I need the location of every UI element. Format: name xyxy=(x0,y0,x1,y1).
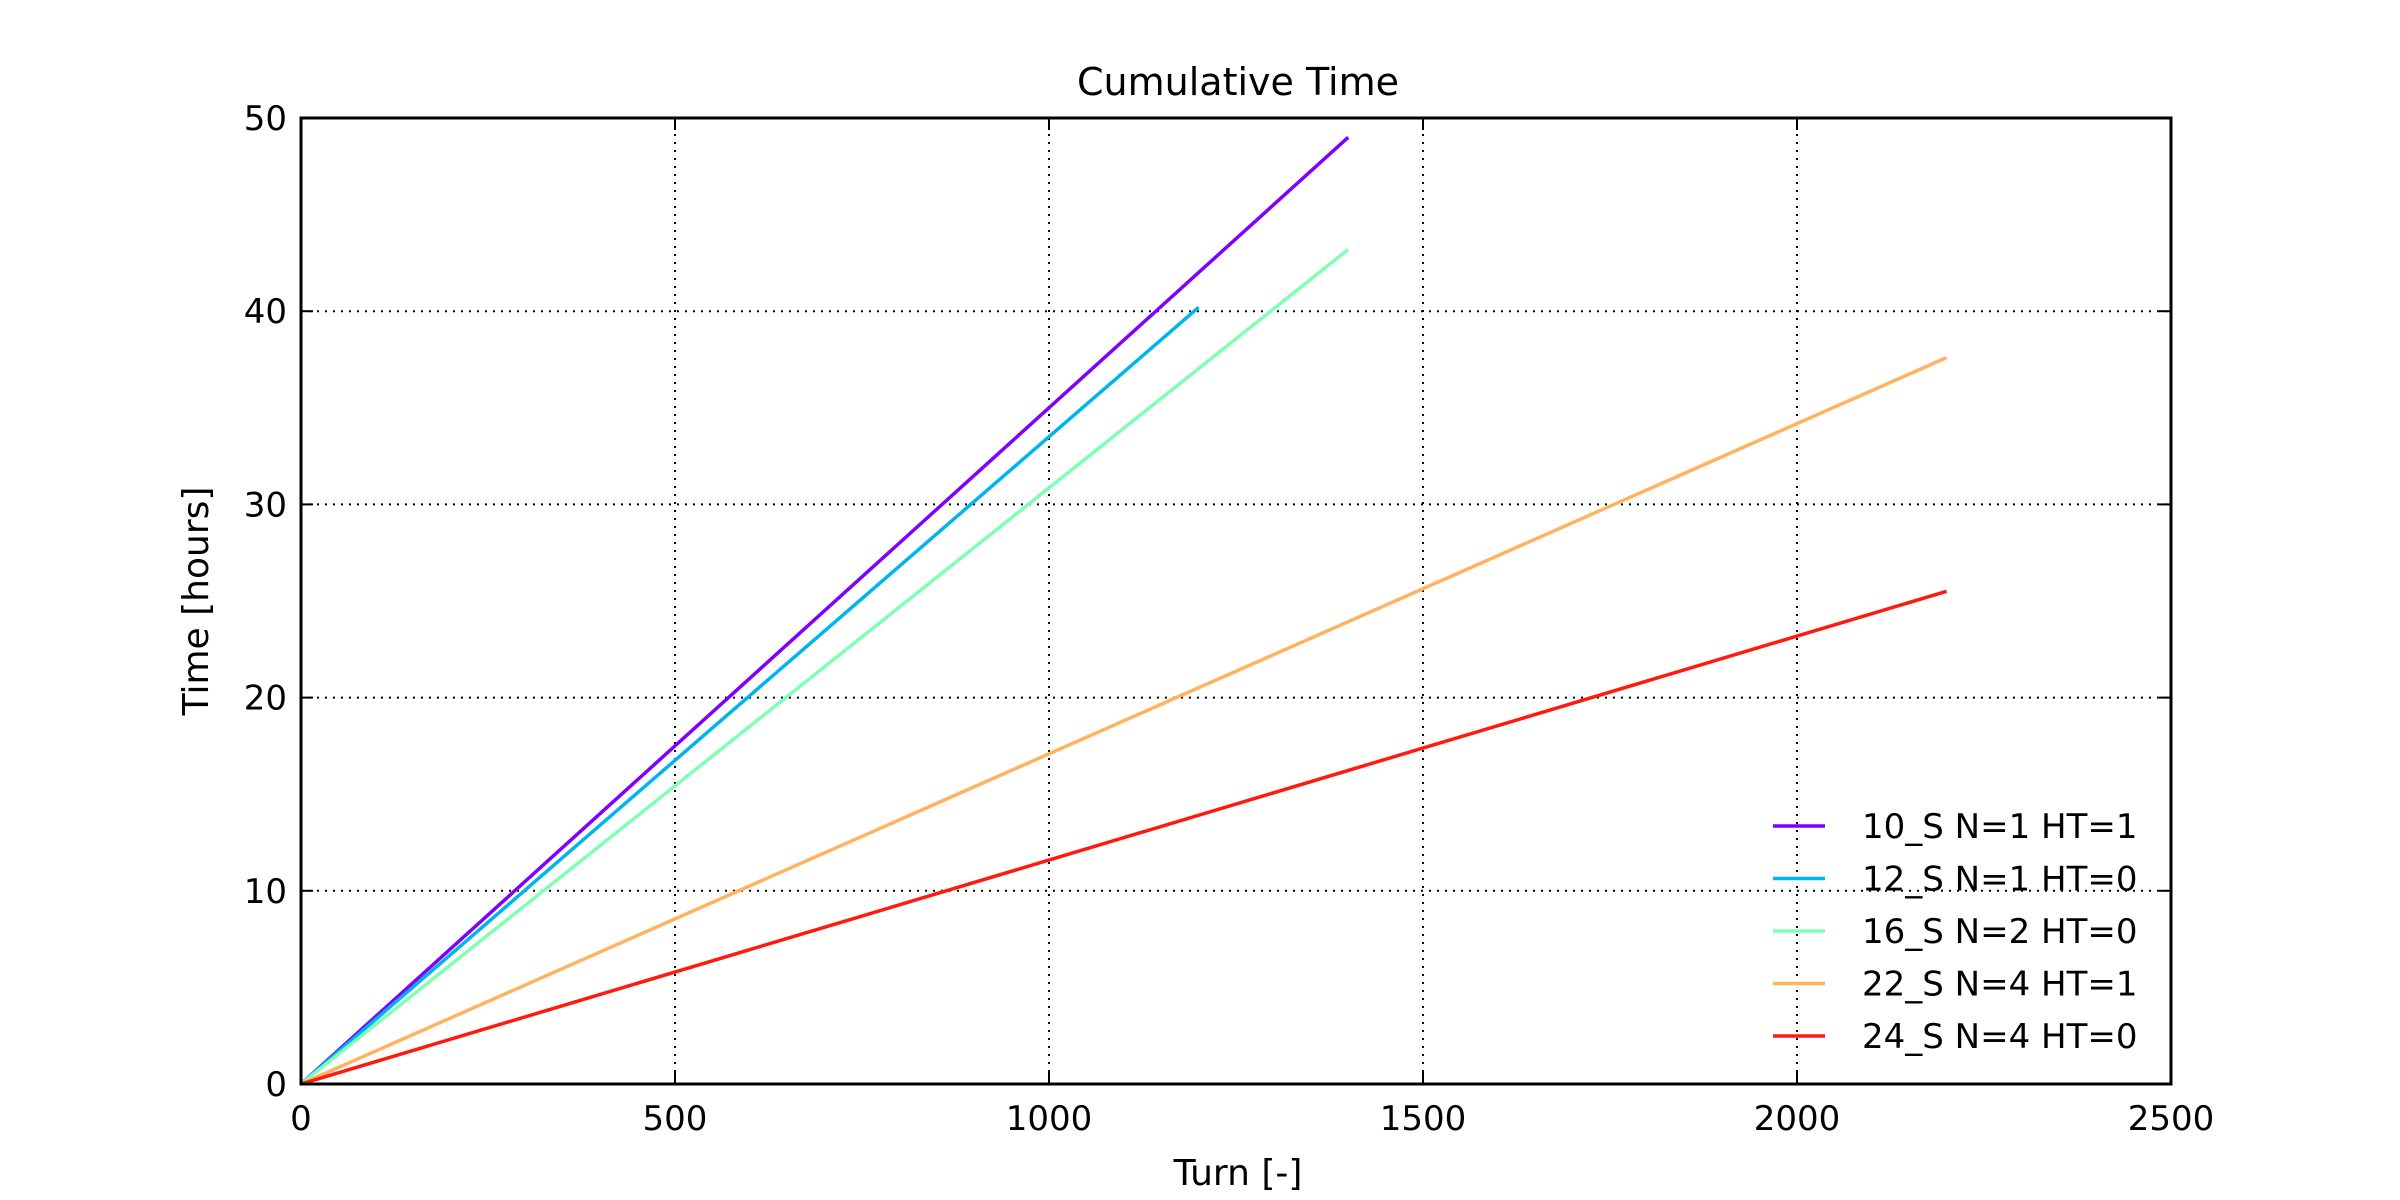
series-line-3 xyxy=(299,248,1350,1086)
legend: 10_S N=1 HT=1 12_S N=1 HT=0 16_S N=2 HT=0 2… xyxy=(1773,807,2137,1057)
x-tick-label: 2000 xyxy=(1754,1099,1841,1139)
y-tick-label: 0 xyxy=(265,1065,287,1105)
x-tick-label: 2500 xyxy=(2128,1099,2215,1139)
y-tick-label: 10 xyxy=(244,872,287,912)
y-axis-label: Time [hours] xyxy=(176,487,217,717)
series-lines xyxy=(299,136,1948,1086)
x-tick-label: 0 xyxy=(290,1099,312,1139)
y-tick-label: 20 xyxy=(244,679,287,719)
y-tick-label: 40 xyxy=(244,292,287,332)
axis-ticks xyxy=(300,117,2172,1085)
series-line-2 xyxy=(299,305,1200,1086)
chart-title: Cumulative Time xyxy=(1077,60,1399,104)
legend-label: 24_S N=4 HT=0 xyxy=(1862,1017,2137,1057)
x-tick-label: 1500 xyxy=(1380,1099,1467,1139)
legend-label: 16_S N=2 HT=0 xyxy=(1862,912,2137,952)
legend-label: 22_S N=4 HT=1 xyxy=(1862,965,2137,1005)
series-line-4 xyxy=(300,355,1948,1086)
x-axis-label: Turn [-] xyxy=(1173,1153,1303,1194)
y-tick-label: 30 xyxy=(244,485,287,525)
legend-label: 12_S N=1 HT=0 xyxy=(1862,860,2137,900)
series-line-5 xyxy=(300,589,1948,1086)
x-tick-label: 500 xyxy=(643,1099,708,1139)
plot-frame xyxy=(299,116,2173,1086)
grid-lines xyxy=(301,118,2171,1084)
tick-labels: 0 500 1000 1500 2000 2500 0 10 20 30 40 50 xyxy=(244,99,2215,1139)
x-tick-label: 1000 xyxy=(1006,1099,1093,1139)
series-line-1 xyxy=(299,136,1350,1086)
y-tick-label: 50 xyxy=(244,99,287,139)
legend-label: 10_S N=1 HT=1 xyxy=(1862,807,2137,847)
